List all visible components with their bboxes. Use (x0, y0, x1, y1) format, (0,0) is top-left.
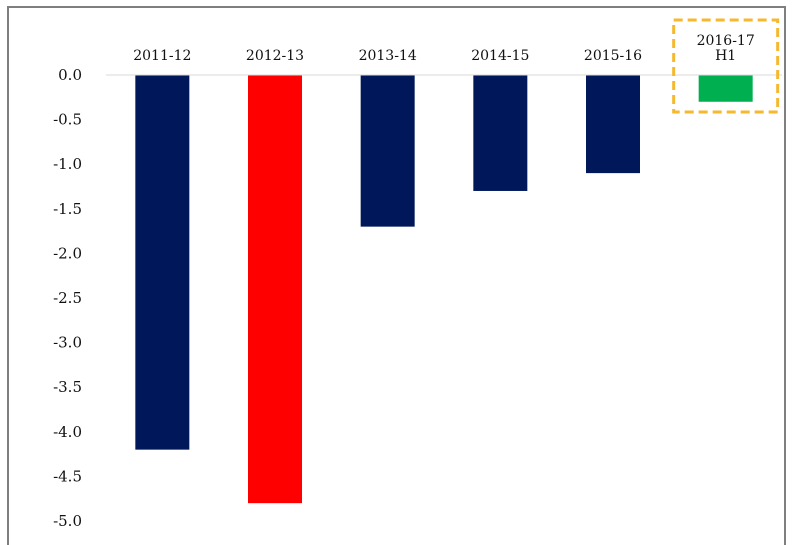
bar (698, 75, 753, 102)
category-labels: 2011-12 2012-13 2013-14 2014-15 2015-16 2016-… (133, 33, 755, 64)
category-label: 2013-14 (359, 48, 417, 64)
category-label: 2012-13 (246, 48, 304, 64)
bar (248, 75, 302, 504)
y-tick-label: -3.5 (53, 378, 82, 396)
bar (473, 75, 528, 191)
y-tick-label: -2.0 (53, 244, 82, 262)
category-label: 2016-17 (697, 33, 755, 49)
y-tick-label: -2.5 (53, 289, 82, 307)
category-label: 2011-12 (133, 48, 191, 64)
bar (135, 75, 190, 450)
category-label: 2015-16 (584, 48, 642, 64)
y-tick-label: -4.0 (53, 423, 82, 441)
y-tick-label: -4.5 (53, 467, 82, 485)
category-label: 2014-15 (471, 48, 529, 64)
y-tick-label: -5.0 (53, 512, 82, 530)
bar (586, 75, 640, 174)
y-tick-label: -1.5 (53, 200, 82, 218)
y-axis: 0.0 -0.5 -1.0 -1.5 -2.0 -2.5 -3.0 -3.5 -4.0 -4.5 -… (53, 66, 82, 530)
y-tick-label: -1.0 (53, 155, 82, 173)
y-tick-label: -0.5 (53, 111, 82, 129)
y-tick-label: -3.0 (53, 334, 82, 352)
bars (135, 75, 753, 504)
y-tick-label: 0.0 (58, 66, 82, 84)
bar (360, 75, 415, 227)
category-label: H1 (715, 48, 736, 64)
